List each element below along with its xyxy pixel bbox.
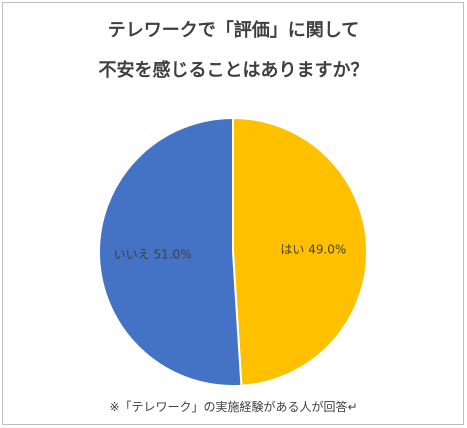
pie-slice-label-1: いいえ 51.0% xyxy=(114,248,192,262)
chart-footnote: ※「テレワーク」の実施経験がある人が回答↵ xyxy=(109,400,358,414)
pie-slice-1 xyxy=(98,116,243,387)
pie-slice-label-0: はい 49.0% xyxy=(280,242,346,256)
pie-slice-0 xyxy=(232,116,369,387)
chart-title-line-1: テレワークで「評価」に関して xyxy=(107,20,360,41)
chart-title-line-2: 不安を感じることはありますか？ xyxy=(98,60,369,81)
